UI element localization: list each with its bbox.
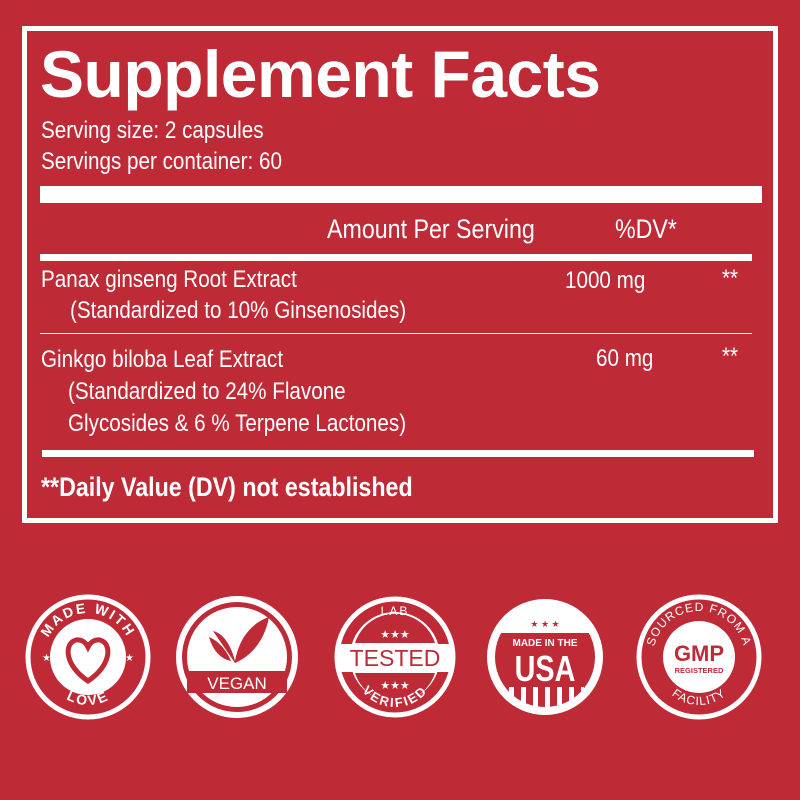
- divider-medium: [40, 254, 752, 261]
- made-in-usa-badge: ★ ★ ★ MADE IN THE USA: [481, 593, 609, 721]
- ingredient-dv: **: [722, 265, 739, 292]
- lab-tested-badge: LAB ★★★ ★★★ TESTED VERIFIED: [331, 593, 459, 721]
- svg-text:★: ★: [125, 653, 134, 664]
- ingredient-amount: 60 mg: [596, 345, 654, 372]
- badge-bottom-text: LOVE: [65, 687, 110, 708]
- badge-label: VEGAN: [207, 674, 267, 693]
- svg-text:★: ★: [42, 653, 51, 664]
- ingredient-dv: **: [722, 343, 739, 370]
- ingredient-name: Ginkgo biloba Leaf Extract: [41, 346, 284, 373]
- ingredient-name: Panax ginseng Root Extract: [41, 266, 297, 293]
- stars-icon: ★★★: [380, 629, 410, 641]
- serving-size: Serving size: 2 capsules: [41, 117, 264, 144]
- badge-label: USA: [515, 648, 576, 689]
- ingredient-detail: Glycosides & 6 % Terpene Lactones): [68, 410, 407, 437]
- svg-text:LOVE: LOVE: [65, 687, 112, 708]
- gmp-icon: GMP: [674, 641, 724, 666]
- footnote: **Daily Value (DV) not established: [41, 472, 413, 502]
- made-with-love-badge: MADE WITH LOVE ★ ★: [24, 593, 152, 721]
- badge-sub-text: REGISTERED: [675, 666, 724, 675]
- heart-icon: [65, 637, 111, 685]
- stars-icon: ★★★: [380, 680, 410, 692]
- divider-medium: [42, 450, 754, 457]
- badge-top-text: MADE IN THE: [513, 638, 578, 649]
- page-title: Supplement Facts: [40, 37, 601, 111]
- badge-label: TESTED: [350, 645, 441, 671]
- gmp-badge: SOURCED FROM A FACILITY GMP REGISTERED: [635, 593, 763, 721]
- ingredient-detail: (Standardized to 24% Flavone: [68, 378, 346, 405]
- divider-thin: [40, 333, 752, 334]
- amount-header: Amount Per Serving: [327, 214, 535, 244]
- svg-text:FACILITY: FACILITY: [670, 686, 729, 708]
- supplement-facts-panel: [22, 26, 778, 523]
- stars-icon: ★ ★ ★: [530, 619, 559, 629]
- servings-per-container: Servings per container: 60: [41, 148, 282, 175]
- badge-top-text: LAB: [381, 604, 410, 618]
- vegan-badge: VEGAN: [173, 593, 301, 721]
- ingredient-detail: (Standardized to 10% Ginsenosides): [70, 297, 407, 324]
- dv-header: %DV*: [615, 214, 677, 244]
- badge-bottom-text: FACILITY: [670, 686, 728, 708]
- ingredient-amount: 1000 mg: [565, 267, 646, 294]
- divider-thick: [40, 186, 762, 203]
- leaf-icon: [209, 617, 269, 663]
- flag-icon: [509, 687, 584, 707]
